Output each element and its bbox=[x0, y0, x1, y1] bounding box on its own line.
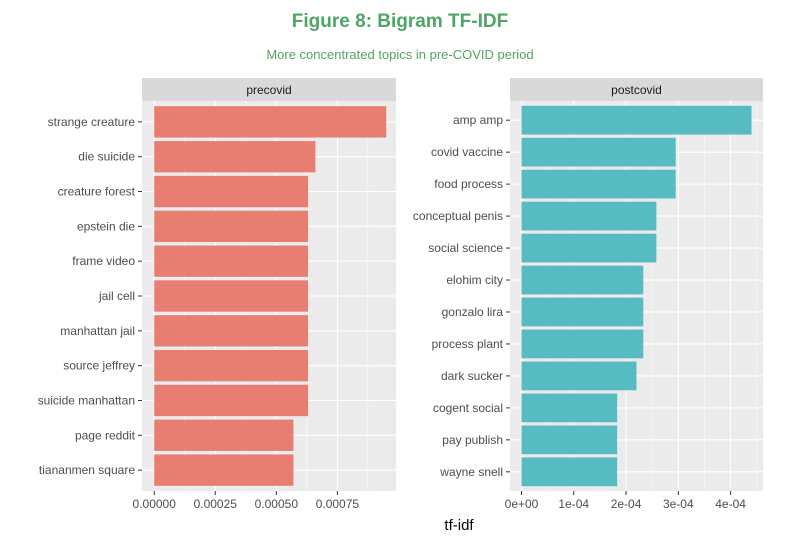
category-label: gonzalo lira bbox=[442, 305, 504, 319]
strip-precovid bbox=[142, 78, 396, 101]
category-label: social science bbox=[428, 241, 503, 255]
x-tick-label: 0.00000 bbox=[133, 497, 177, 511]
category-label: frame video bbox=[72, 254, 135, 268]
category-label: page reddit bbox=[75, 428, 136, 442]
strip-label-postcovid: postcovid bbox=[611, 83, 662, 97]
bar-strange-creature bbox=[154, 106, 387, 138]
bar-source-jeffrey bbox=[154, 349, 309, 382]
category-label: dark sucker bbox=[441, 369, 503, 383]
category-label: tiananmen square bbox=[39, 463, 135, 477]
x-tick-label: 4e-04 bbox=[715, 497, 746, 511]
category-label: strange creature bbox=[48, 115, 136, 129]
bar-frame-video bbox=[154, 245, 309, 277]
x-axis-title: tf-idf bbox=[444, 517, 474, 534]
bar-covid-vaccine bbox=[521, 137, 676, 167]
bar-conceptual-penis bbox=[521, 201, 657, 231]
bar-tiananmen-square bbox=[154, 454, 294, 486]
strip-postcovid bbox=[510, 78, 763, 101]
bar-dark-sucker bbox=[521, 361, 637, 391]
chart-title: Figure 8: Bigram TF-IDF bbox=[292, 11, 508, 32]
category-label: food process bbox=[434, 177, 503, 191]
category-label: pay publish bbox=[442, 433, 503, 447]
category-label: die suicide bbox=[78, 150, 135, 164]
category-label: suicide manhattan bbox=[38, 393, 135, 407]
bar-cogent-social bbox=[521, 393, 618, 423]
x-tick-label: 2e-04 bbox=[611, 497, 642, 511]
bar-manhattan-jail bbox=[154, 315, 309, 347]
x-tick-label: 1e-04 bbox=[558, 497, 589, 511]
bar-wayne-snell bbox=[521, 457, 618, 487]
bar-amp-amp bbox=[521, 105, 752, 135]
category-label: elohim city bbox=[446, 273, 503, 287]
category-label: epstein die bbox=[77, 219, 135, 233]
panel-postcovid: postcovid amp amp covid vaccine food proces… bbox=[413, 78, 763, 511]
bar-jail-cell bbox=[154, 280, 309, 312]
x-tick-label: 0e+00 bbox=[505, 497, 539, 511]
chart-subtitle: More concentrated topics in pre-COVID pe… bbox=[266, 47, 533, 62]
bar-page-reddit bbox=[154, 419, 294, 451]
bar-pay-publish bbox=[521, 425, 618, 455]
category-label: process plant bbox=[432, 337, 504, 351]
category-label: wayne snell bbox=[439, 465, 503, 479]
category-label: creature forest bbox=[58, 185, 136, 199]
category-label: source jeffrey bbox=[63, 359, 135, 373]
bar-elohim-city bbox=[521, 265, 644, 295]
bar-suicide-manhattan bbox=[154, 384, 309, 417]
bar-epstein-die bbox=[154, 210, 309, 243]
bar-gonzalo-lira bbox=[521, 297, 644, 327]
category-label: conceptual penis bbox=[413, 209, 503, 223]
panel-precovid: precovid strange creature die suicide creat… bbox=[38, 78, 396, 511]
category-label: cogent social bbox=[433, 401, 503, 415]
bar-social-science bbox=[521, 233, 657, 263]
bar-creature-forest bbox=[154, 175, 309, 208]
bar-die-suicide bbox=[154, 141, 316, 173]
strip-label-precovid: precovid bbox=[246, 83, 291, 97]
bar-process-plant bbox=[521, 329, 644, 359]
category-label: amp amp bbox=[453, 113, 503, 127]
category-label: covid vaccine bbox=[431, 145, 503, 159]
category-label: jail cell bbox=[98, 289, 135, 303]
bar-food-process bbox=[521, 169, 676, 199]
category-label: manhattan jail bbox=[60, 324, 135, 338]
x-tick-label: 0.00050 bbox=[255, 497, 299, 511]
x-tick-label: 0.00075 bbox=[316, 497, 360, 511]
x-tick-label: 0.00025 bbox=[194, 497, 238, 511]
x-tick-label: 3e-04 bbox=[663, 497, 694, 511]
